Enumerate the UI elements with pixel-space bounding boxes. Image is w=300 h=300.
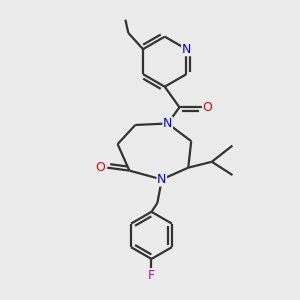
Text: O: O [202,101,212,114]
Text: N: N [157,173,167,186]
Text: O: O [95,161,105,174]
Text: N: N [182,43,191,56]
Text: F: F [148,268,155,282]
Text: N: N [163,117,172,130]
